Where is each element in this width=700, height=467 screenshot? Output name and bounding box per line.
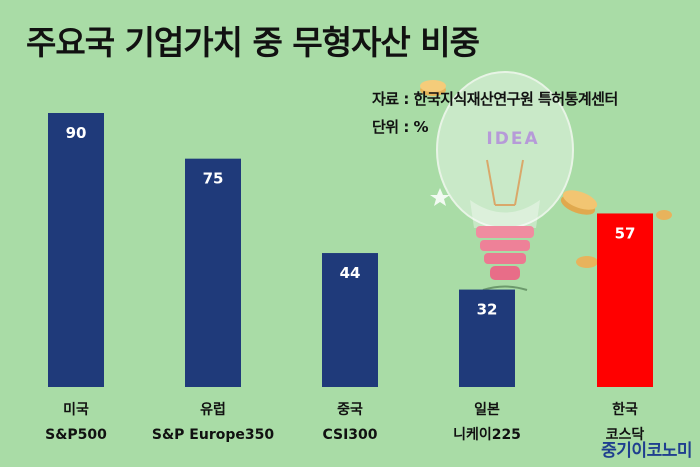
- bar-0: [48, 113, 104, 387]
- category-label-line1-4: 한국: [612, 402, 638, 418]
- source-note: 자료 : 한국지식재산연구원 특허통계센터: [372, 90, 618, 108]
- lightbulb-illustration: IDEA: [436, 71, 574, 291]
- bar-3: [459, 289, 515, 387]
- bar-1: [185, 158, 241, 387]
- category-label-line1-1: 유럽: [200, 402, 226, 418]
- category-label-line2-0: S&P500: [45, 427, 107, 443]
- bulb-text: IDEA: [486, 129, 539, 149]
- category-label-line2-1: S&P Europe350: [152, 427, 274, 443]
- bar-value-label-3: 32: [477, 301, 498, 319]
- category-label-line2-4: 코스닥: [606, 426, 645, 443]
- bar-value-label-2: 44: [340, 264, 361, 282]
- chart-title: 주요국 기업가치 중 무형자산 비중: [26, 23, 480, 62]
- category-label-line1-0: 미국: [63, 402, 89, 418]
- bar-value-label-0: 90: [66, 124, 87, 142]
- bar-value-label-1: 75: [203, 170, 224, 188]
- category-label-line1-3: 일본: [474, 402, 500, 418]
- unit-note: 단위 : %: [372, 118, 429, 136]
- bar-4: [597, 213, 653, 387]
- category-label-line2-2: CSI300: [322, 427, 377, 443]
- brand-logo: 중기이코노미: [601, 441, 692, 461]
- bar-2: [322, 253, 378, 387]
- bars-group: 90 75 44 32 57: [48, 113, 653, 387]
- category-label-line1-2: 중국: [337, 402, 363, 418]
- category-label-line2-3: 니케이225: [453, 426, 521, 443]
- bar-value-label-4: 57: [615, 224, 636, 242]
- coins-decoration: [420, 80, 672, 268]
